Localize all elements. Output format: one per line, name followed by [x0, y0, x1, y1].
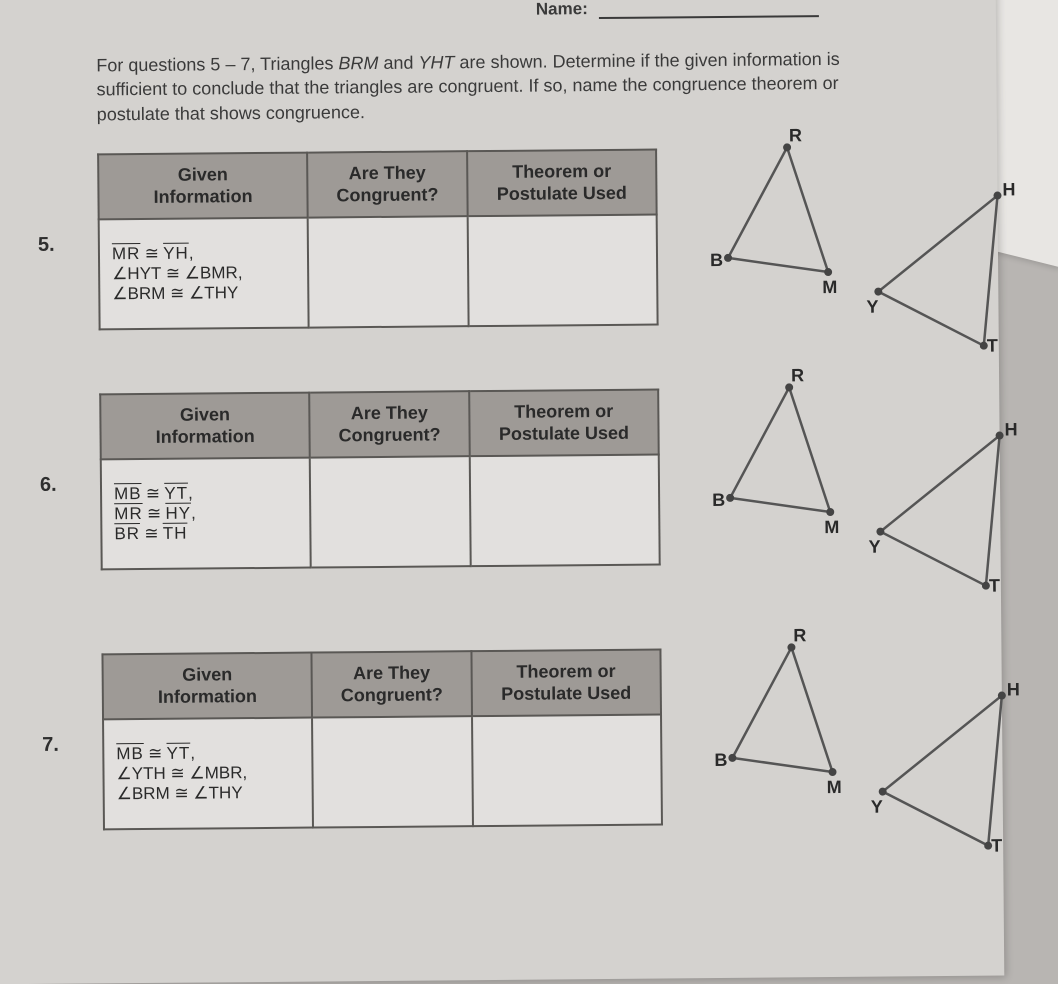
comma: ,	[190, 744, 195, 763]
given-info-cell: MR ≅ YH, ∠HYT ≅ ∠BMR, ∠BRM ≅ ∠THY	[99, 218, 309, 330]
question-5-table: GivenInformation Are TheyCongruent? Theo…	[97, 149, 659, 331]
segment: YT	[164, 484, 188, 503]
vertex-label-H: H	[1004, 419, 1017, 439]
instructions-text: For questions 5 – 7, Triangles BRM and Y…	[96, 47, 857, 127]
comma: ,	[191, 504, 196, 523]
instr-part: sufficient to conclude that the triangle…	[96, 73, 838, 99]
cong-symbol: ≅	[140, 524, 163, 543]
vertex-label-T: T	[987, 336, 998, 356]
answer-theorem-cell[interactable]	[472, 715, 662, 827]
vertex-label-H: H	[1002, 179, 1015, 199]
col-header-given: GivenInformation	[102, 653, 312, 720]
vertex-label-R: R	[789, 125, 802, 145]
col-header-given: GivenInformation	[98, 153, 308, 220]
vertex-label-Y: Y	[866, 297, 878, 317]
segment: TH	[163, 524, 188, 543]
vertex-label-M: M	[827, 777, 842, 797]
answer-congruent-cell[interactable]	[312, 716, 473, 827]
vertex-label-T: T	[989, 576, 1000, 596]
answer-congruent-cell[interactable]	[308, 216, 469, 327]
question-5: 5. GivenInformation Are TheyCongruent? T…	[37, 146, 977, 154]
given-info-cell: MB ≅ YT, MR ≅ HY, BR ≅ TH	[101, 458, 311, 570]
vertex-label-M: M	[824, 517, 839, 537]
angle-congruence: ∠BRM ≅ ∠THY	[112, 283, 238, 303]
cong-symbol: ≅	[144, 744, 167, 763]
segment: MR	[114, 504, 143, 523]
answer-theorem-cell[interactable]	[470, 455, 660, 567]
worksheet-page: Name: For questions 5 – 7, Triangles BRM…	[0, 0, 1004, 984]
segment: HY	[165, 504, 191, 523]
col-header-congruent: Are TheyCongruent?	[307, 151, 467, 218]
vertex-label-R: R	[791, 365, 804, 385]
name-label: Name:	[536, 0, 588, 19]
angle-congruence: ∠BRM ≅ ∠THY	[117, 783, 243, 803]
answer-theorem-cell[interactable]	[467, 215, 657, 327]
vertex-label-M: M	[822, 277, 837, 297]
question-6-table: GivenInformation Are TheyCongruent? Theo…	[99, 389, 661, 571]
vertex-label-B: B	[710, 250, 723, 270]
col-header-congruent: Are TheyCongruent?	[312, 651, 472, 718]
triangles-svg: B R M Y H T	[697, 115, 1019, 358]
instr-part: For questions 5 – 7, Triangles	[96, 53, 338, 75]
instr-part: and	[378, 53, 418, 73]
vertex-label-Y: Y	[871, 797, 883, 817]
col-header-congruent: Are TheyCongruent?	[309, 391, 469, 458]
instr-part: are shown. Determine if the given inform…	[454, 49, 839, 72]
triangles-svg: B R M Y H T	[701, 615, 1023, 858]
segment: BR	[114, 524, 140, 543]
vertex-label-B: B	[712, 490, 725, 510]
name-blank-line[interactable]	[599, 15, 819, 19]
col-header-theorem: Theorem orPostulate Used	[469, 390, 659, 457]
angle-congruence: ∠HYT ≅ ∠BMR,	[112, 263, 243, 283]
name-field: Name:	[536, 0, 819, 20]
comma: ,	[189, 244, 194, 263]
vertex-label-R: R	[793, 625, 806, 645]
comma: ,	[188, 484, 193, 503]
col-header-theorem: Theorem orPostulate Used	[471, 650, 661, 717]
vertex-label-T: T	[991, 836, 1002, 856]
triangle-diagram: B R M Y H T	[699, 355, 1021, 618]
vertex-label-Y: Y	[868, 537, 880, 557]
question-number: 6.	[40, 474, 57, 497]
segment: MR	[112, 244, 141, 263]
question-number: 5.	[38, 234, 55, 257]
instr-part: BRM	[338, 53, 378, 73]
instr-part: YHT	[418, 52, 454, 72]
question-7: 7. GivenInformation Are TheyCongruent? T…	[41, 646, 981, 654]
triangles-svg: B R M Y H T	[699, 355, 1021, 598]
angle-congruence: ∠YTH ≅ ∠MBR,	[116, 763, 247, 783]
given-info-cell: MB ≅ YT, ∠YTH ≅ ∠MBR, ∠BRM ≅ ∠THY	[103, 718, 313, 830]
col-header-given: GivenInformation	[100, 393, 310, 460]
answer-congruent-cell[interactable]	[310, 456, 471, 567]
cong-symbol: ≅	[143, 504, 166, 523]
segment: MB	[114, 484, 142, 503]
vertex-label-B: B	[714, 750, 727, 770]
col-header-theorem: Theorem orPostulate Used	[467, 150, 657, 217]
question-7-table: GivenInformation Are TheyCongruent? Theo…	[101, 649, 663, 831]
triangle-diagram: B R M Y H T	[697, 115, 1019, 378]
question-6: 6. GivenInformation Are TheyCongruent? T…	[39, 386, 979, 394]
segment: YT	[166, 744, 190, 763]
segment: YH	[163, 244, 189, 263]
segment: MB	[116, 744, 144, 763]
question-number: 7.	[42, 734, 59, 757]
cong-symbol: ≅	[140, 244, 163, 263]
cong-symbol: ≅	[141, 484, 164, 503]
triangle-diagram: B R M Y H T	[701, 615, 1023, 878]
vertex-label-H: H	[1007, 679, 1020, 699]
instr-part: postulate that shows congruence.	[97, 102, 365, 124]
